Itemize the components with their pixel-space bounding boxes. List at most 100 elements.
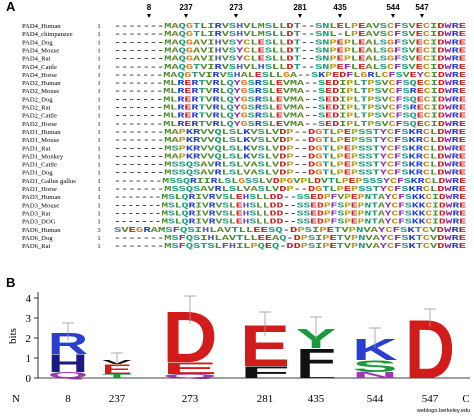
site-arrow: [420, 14, 424, 18]
position-label: 547: [422, 393, 439, 405]
sequence-name: PAD4_Rat: [22, 56, 51, 63]
y-tick-label: 2: [26, 333, 32, 345]
sequence-name: PAD4_Cattle: [22, 64, 57, 71]
sequence-name: PAD3_DOG: [22, 219, 56, 226]
logo-letter: E: [163, 359, 218, 378]
position-label: 435: [308, 393, 325, 405]
y-axis-label: bits: [7, 328, 19, 344]
watermark: weblogo.berkeley.edu: [416, 408, 470, 414]
logo-letter: F: [296, 343, 336, 380]
site-label: 273: [229, 3, 243, 12]
sequence-name: PAD1_Mouse: [22, 137, 59, 144]
site-label: 281: [293, 3, 307, 12]
sequence-name: PAD6_Dog: [22, 235, 53, 242]
site-arrow: [184, 14, 188, 18]
logo-letter: E: [102, 361, 132, 377]
position-label: 281: [257, 393, 274, 405]
start-position: 1: [97, 72, 100, 79]
start-position: 1: [97, 178, 100, 185]
start-position: 1: [97, 162, 100, 169]
y-tick-label: 1: [26, 353, 32, 365]
terminus-label: N: [12, 393, 20, 405]
sequence-name: PAD2_Human: [22, 80, 61, 87]
start-position: 1: [97, 186, 100, 193]
logo-letter: L: [296, 370, 336, 380]
panel-label: B: [6, 275, 15, 290]
sequence-name: PAD2_Cattle: [22, 113, 57, 120]
sequence-name: PAD2_Rat: [22, 105, 51, 112]
sequence-name: PAD1_Dog: [22, 170, 53, 177]
sequence-name: PAD1_Horse: [22, 186, 57, 193]
start-position: 3: [97, 227, 101, 234]
logo-letter: Y: [296, 323, 337, 354]
logo-letter: N: [353, 370, 398, 380]
site-arrow: [234, 14, 238, 18]
start-position: 1: [97, 39, 100, 46]
sequence-name: PAD1_Human: [22, 129, 61, 136]
start-position: 1: [97, 96, 100, 103]
site-label: 237: [179, 3, 193, 12]
start-position: 1: [97, 137, 100, 144]
start-position: 1: [97, 121, 100, 128]
sequence-name: PAD3_Rat: [22, 210, 51, 217]
logo-letter: Q: [48, 370, 91, 380]
sequence-name: PAD6_Rat: [22, 243, 51, 250]
start-position: 1: [97, 47, 100, 54]
sequence-name: PAD1_Gallus gallus: [22, 178, 76, 185]
site-label: 544: [386, 3, 400, 12]
position-label: 544: [367, 393, 384, 405]
sequence-name: PAD4_Horse: [22, 72, 57, 79]
sequence-name: PAD4_Mouse: [22, 47, 59, 54]
y-tick-label: 0: [26, 373, 32, 385]
sequence-name: PAD4_Human: [22, 23, 61, 30]
sequence-name: PAD1_Rat: [22, 145, 51, 152]
logo-letter: H: [48, 350, 88, 378]
start-position: 1: [97, 194, 100, 201]
sequence-name: PAD1_Monkey: [22, 153, 64, 160]
position-label: 273: [182, 393, 199, 405]
start-position: 1: [97, 170, 100, 177]
start-position: 1: [97, 202, 100, 209]
sequence-name: PAD4_chimpanzee: [22, 31, 73, 38]
start-position: 1: [97, 145, 100, 152]
start-position: 1: [97, 56, 100, 63]
logo-letter: F: [240, 363, 290, 382]
start-position: 1: [97, 153, 100, 160]
start-position: 1: [97, 64, 100, 71]
site-arrow: [147, 14, 151, 18]
logo-letter: V: [102, 360, 134, 366]
start-position: 1: [97, 80, 100, 87]
logo-letter: T: [102, 374, 137, 380]
sequence-name: PAD6_Human: [22, 227, 61, 234]
start-position: 1: [97, 210, 100, 217]
site-label: 8: [147, 3, 152, 12]
start-position: 1: [97, 113, 100, 120]
site-label: 435: [333, 3, 347, 12]
position-label: 237: [109, 393, 126, 405]
terminus-label: C: [462, 393, 469, 405]
start-position: 1: [97, 88, 100, 95]
start-position: 1: [97, 23, 100, 30]
